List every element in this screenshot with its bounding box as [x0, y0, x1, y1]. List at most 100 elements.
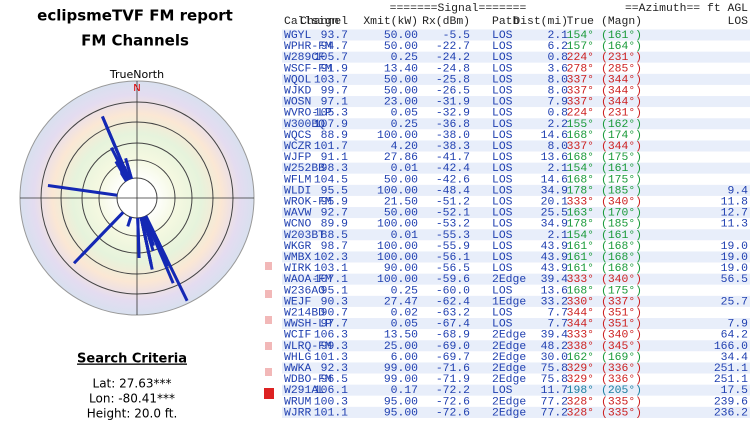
table-cell: 2Edge — [492, 330, 526, 342]
table-cell: WIRK — [284, 263, 312, 275]
table-cell: (340°) — [601, 197, 642, 209]
table-cell: 278° — [567, 63, 594, 75]
table-cell: WFLM — [284, 174, 312, 186]
table-cell: LOS — [492, 130, 513, 142]
table-cell: -69.0 — [436, 341, 470, 353]
row-icon — [265, 290, 272, 298]
north-mark: N — [133, 83, 140, 94]
table-cell: 2Edge — [492, 274, 526, 286]
table-cell: 328° — [567, 407, 594, 419]
table-cell: WQOL — [284, 74, 312, 86]
row-background — [282, 362, 750, 374]
row-background — [282, 140, 750, 152]
table-cell: WAVW — [284, 208, 312, 220]
table-cell: 4.20 — [391, 141, 419, 153]
table-cell: 97.7 — [321, 319, 348, 331]
table-cell: -31.9 — [436, 97, 470, 109]
table-cell: (231°) — [601, 108, 642, 120]
table-cell: -38.3 — [436, 141, 470, 153]
table-cell: 7.7 — [547, 308, 568, 320]
table-cell: 11.8 — [721, 197, 749, 209]
table-cell: LOS — [492, 97, 513, 109]
row-background — [282, 306, 750, 319]
table-cell: 100.00 — [377, 241, 418, 253]
table-cell: 99.3 — [321, 341, 349, 353]
table-cell: 2.1 — [547, 30, 568, 42]
table-cell: (175°) — [601, 174, 642, 186]
table-cell: 39.4 — [541, 274, 569, 286]
table-cell: (335°) — [601, 396, 642, 408]
table-cell: 8.0 — [547, 74, 568, 86]
row-background — [282, 84, 750, 97]
table-cell: (345°) — [601, 341, 642, 353]
table-cell: 0.25 — [391, 119, 419, 131]
row-background — [282, 151, 750, 163]
table-cell: 27.86 — [384, 152, 418, 164]
table-cell: 1Edge — [492, 296, 526, 308]
table-cell: -56.5 — [436, 263, 470, 275]
table-cell: 103.7 — [314, 74, 348, 86]
table-cell: (231°) — [601, 52, 642, 64]
column-header: Path — [492, 16, 519, 28]
table-cell: 99.00 — [384, 363, 418, 375]
row-background — [282, 62, 750, 74]
table-cell: 102.3 — [314, 252, 348, 264]
table-cell: 168° — [567, 285, 594, 297]
table-cell: LOS — [492, 141, 513, 153]
table-cell: 12.7 — [721, 208, 748, 220]
signal-bar — [120, 172, 128, 182]
signal-bar — [126, 216, 133, 227]
table-cell: LOS — [492, 263, 513, 275]
table-cell: 7.9 — [727, 319, 748, 331]
column-header: Channel — [300, 16, 348, 28]
table-cell: 90.7 — [321, 308, 348, 320]
table-cell: 330° — [567, 296, 594, 308]
table-cell: 0.25 — [391, 52, 419, 64]
table-cell: 101.1 — [314, 407, 348, 419]
table-cell: WHLG — [284, 352, 312, 364]
row-background — [282, 284, 750, 296]
table-cell: WDBO-FM — [284, 374, 332, 386]
table-cell: -55.3 — [436, 230, 470, 242]
table-cell: WRUM — [284, 396, 312, 408]
table-cell: 106.3 — [314, 330, 348, 342]
table-cell: 95.00 — [384, 396, 418, 408]
table-cell: (168°) — [601, 241, 642, 253]
table-cell: 329° — [567, 363, 594, 375]
table-cell: 20.1 — [541, 197, 569, 209]
table-cell: 48.2 — [541, 341, 569, 353]
row-icon — [264, 388, 274, 399]
table-cell: 43.9 — [541, 241, 569, 253]
row-background — [282, 406, 750, 418]
table-cell: LOS — [492, 52, 513, 64]
table-cell: -62.4 — [436, 296, 470, 308]
table-cell: LOS — [492, 163, 513, 175]
table-cell: -59.6 — [436, 274, 470, 286]
column-header: True — [567, 16, 595, 28]
table-cell: 8.0 — [547, 141, 568, 153]
table-cell: 329° — [567, 374, 594, 386]
table-cell: 105.3 — [314, 108, 348, 120]
table-cell: (336°) — [601, 363, 642, 375]
table-cell: (337°) — [601, 296, 642, 308]
table-cell: 251.1 — [714, 374, 748, 386]
table-cell: 337° — [567, 74, 594, 86]
table-cell: 224° — [567, 108, 594, 120]
table-cell: 0.02 — [391, 308, 419, 320]
table-cell: 166.0 — [714, 341, 748, 353]
table-cell: WSCF-FM — [284, 63, 332, 75]
table-cell: 9.4 — [727, 185, 748, 197]
table-cell: (162°) — [601, 119, 642, 131]
table-cell: WROK-FM — [284, 197, 332, 209]
row-background — [282, 184, 750, 196]
table-cell: 338° — [567, 341, 594, 353]
table-cell: 39.4 — [541, 330, 569, 342]
table-cell: LOS — [492, 285, 513, 297]
table-cell: 89.9 — [321, 219, 349, 231]
table-cell: W203BT — [284, 230, 325, 242]
table-cell: WWSH-LP — [284, 319, 332, 331]
table-cell: 6.00 — [391, 352, 419, 364]
table-cell: 2Edge — [492, 374, 526, 386]
table-cell: W236AO — [284, 285, 325, 297]
table-cell: -69.7 — [436, 352, 470, 364]
